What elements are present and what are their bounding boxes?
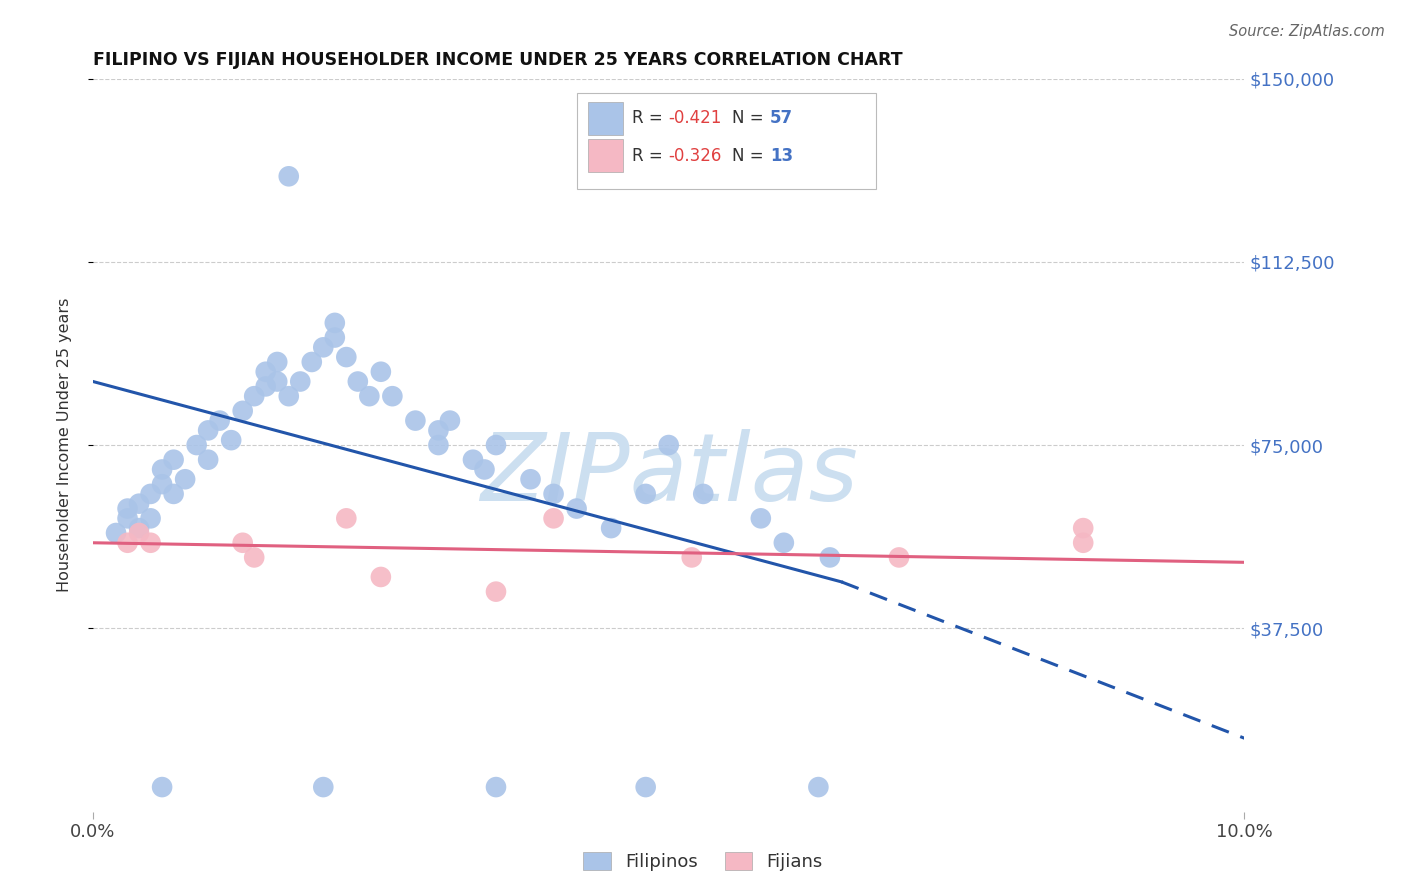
- Text: R =: R =: [631, 146, 668, 164]
- FancyBboxPatch shape: [588, 139, 623, 172]
- Point: [485, 438, 508, 452]
- Point: [600, 521, 623, 535]
- Point: [139, 487, 162, 501]
- Point: [404, 414, 426, 428]
- Point: [254, 379, 277, 393]
- Point: [266, 375, 288, 389]
- Point: [347, 375, 370, 389]
- Point: [232, 535, 254, 549]
- Point: [692, 487, 714, 501]
- Y-axis label: Householder Income Under 25 years: Householder Income Under 25 years: [58, 298, 72, 592]
- Text: Source: ZipAtlas.com: Source: ZipAtlas.com: [1229, 24, 1385, 39]
- Point: [162, 452, 184, 467]
- Point: [243, 550, 266, 565]
- Text: ZIPatlas: ZIPatlas: [479, 429, 858, 520]
- Point: [128, 526, 150, 541]
- Point: [174, 472, 197, 486]
- Point: [634, 487, 657, 501]
- Point: [370, 570, 392, 584]
- Point: [150, 477, 173, 491]
- Point: [105, 526, 128, 541]
- FancyBboxPatch shape: [588, 102, 623, 135]
- Text: FILIPINO VS FIJIAN HOUSEHOLDER INCOME UNDER 25 YEARS CORRELATION CHART: FILIPINO VS FIJIAN HOUSEHOLDER INCOME UN…: [93, 51, 903, 69]
- Point: [266, 355, 288, 369]
- Point: [117, 501, 139, 516]
- Point: [772, 535, 794, 549]
- Point: [439, 414, 461, 428]
- FancyBboxPatch shape: [576, 94, 876, 188]
- Point: [565, 501, 588, 516]
- Point: [312, 780, 335, 794]
- Point: [335, 511, 357, 525]
- Point: [219, 433, 242, 447]
- Point: [301, 355, 323, 369]
- Point: [277, 169, 299, 184]
- Point: [323, 330, 346, 344]
- Point: [634, 780, 657, 794]
- Point: [427, 423, 450, 437]
- Point: [749, 511, 772, 525]
- Point: [818, 550, 841, 565]
- Point: [323, 316, 346, 330]
- Point: [186, 438, 208, 452]
- Point: [117, 511, 139, 525]
- Point: [1071, 521, 1094, 535]
- Point: [208, 414, 231, 428]
- Point: [128, 521, 150, 535]
- Text: 57: 57: [770, 109, 793, 128]
- Text: 13: 13: [770, 146, 793, 164]
- Point: [427, 438, 450, 452]
- Point: [543, 487, 565, 501]
- Point: [485, 780, 508, 794]
- Point: [117, 535, 139, 549]
- Point: [807, 780, 830, 794]
- Text: N =: N =: [733, 109, 769, 128]
- Point: [370, 365, 392, 379]
- Text: -0.421: -0.421: [669, 109, 723, 128]
- Point: [139, 535, 162, 549]
- Point: [290, 375, 312, 389]
- Point: [197, 452, 219, 467]
- Text: -0.326: -0.326: [669, 146, 723, 164]
- Point: [658, 438, 681, 452]
- Point: [474, 462, 496, 476]
- Point: [519, 472, 541, 486]
- Point: [277, 389, 299, 403]
- Point: [335, 350, 357, 364]
- Text: N =: N =: [733, 146, 769, 164]
- Point: [197, 423, 219, 437]
- Point: [243, 389, 266, 403]
- Point: [150, 780, 173, 794]
- Text: R =: R =: [631, 109, 668, 128]
- Point: [232, 404, 254, 418]
- Point: [461, 452, 484, 467]
- Point: [485, 584, 508, 599]
- Point: [139, 511, 162, 525]
- Point: [150, 462, 173, 476]
- Point: [128, 497, 150, 511]
- Point: [359, 389, 381, 403]
- Point: [681, 550, 703, 565]
- Point: [162, 487, 184, 501]
- Point: [254, 365, 277, 379]
- Point: [381, 389, 404, 403]
- Point: [543, 511, 565, 525]
- Point: [887, 550, 910, 565]
- Legend: Filipinos, Fijians: Filipinos, Fijians: [576, 845, 830, 879]
- Point: [1071, 535, 1094, 549]
- Point: [312, 340, 335, 354]
